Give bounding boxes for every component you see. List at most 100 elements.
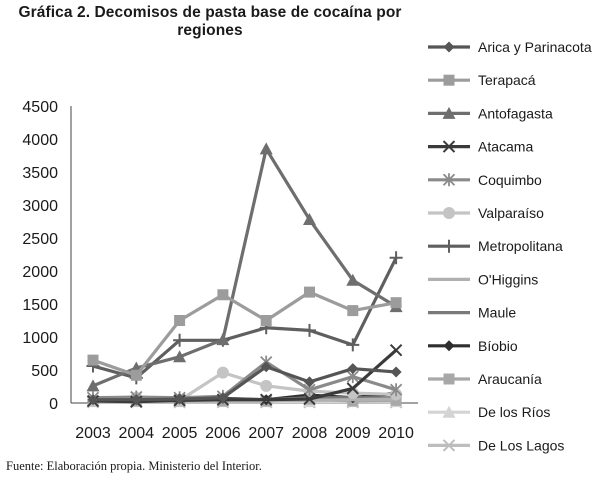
data-point: [346, 338, 360, 352]
data-point: [390, 366, 402, 378]
data-point: [260, 315, 272, 326]
plot-area: 0 500 1000 1500 2000 2500 3000 3500 4000 4500 2003…: [22, 99, 419, 442]
series-line: [92, 147, 397, 388]
y-tick-label: 2500: [22, 231, 58, 248]
legend-label: De los Ríos: [478, 404, 550, 420]
data-point: [216, 333, 230, 346]
legend-marker: [442, 140, 456, 153]
legend-label: Atacama: [478, 139, 533, 155]
x-tick-label: 2008: [292, 425, 328, 442]
legend-marker: [442, 239, 456, 253]
data-point: [303, 323, 316, 337]
legend-item: Antofagasta: [428, 105, 553, 121]
data-point: [260, 361, 272, 373]
data-point: [389, 251, 403, 265]
data-point: [303, 392, 316, 406]
legend-marker: [443, 373, 455, 385]
legend-item: Terapacá: [428, 72, 536, 88]
series-0: [87, 361, 402, 406]
legend-label: Metropolitana: [478, 238, 563, 254]
legend-item: Atacama: [428, 139, 533, 155]
x-tick-label: 2006: [205, 425, 241, 442]
data-point: [347, 305, 359, 317]
legend-label: Terapacá: [478, 72, 536, 88]
legend-item: De Los Lagos: [428, 437, 564, 453]
data-point: [389, 383, 403, 397]
legend-label: Antofagasta: [478, 105, 553, 121]
legend-label: Maule: [478, 305, 516, 321]
legend-label: Araucanía: [478, 371, 542, 387]
legend-label: Bíobio: [478, 338, 518, 354]
x-tick-label: 2005: [162, 425, 198, 442]
y-tick-label: 4500: [22, 99, 58, 116]
data-point: [389, 343, 403, 357]
series-2: [86, 142, 403, 392]
data-point: [174, 315, 186, 326]
x-tick-label: 2007: [248, 425, 284, 442]
y-tick-label: 2000: [22, 264, 58, 281]
legend-item: Metropolitana: [428, 238, 563, 254]
data-point: [216, 366, 229, 379]
legend-marker: [443, 207, 455, 219]
data-point: [346, 273, 360, 286]
series-line: [92, 360, 397, 400]
data-point: [259, 142, 273, 155]
data-point: [347, 363, 359, 375]
data-point: [304, 286, 315, 298]
y-tick-label: 0: [49, 396, 58, 413]
legend-label: Arica y Parinacota: [478, 39, 592, 55]
data-point: [390, 297, 402, 309]
series-line: [93, 365, 397, 402]
data-point: [304, 376, 315, 388]
chart-title: Gráfica 2. Decomisos de pasta base de co…: [18, 4, 402, 39]
y-tick-label: 1000: [22, 330, 58, 347]
source-note: Fuente: Elaboración propia. Ministerio d…: [6, 459, 262, 473]
legend-label: Valparaíso: [478, 205, 544, 221]
data-point: [173, 333, 187, 347]
legend-item: Araucanía: [428, 371, 542, 387]
data-point: [130, 369, 142, 381]
y-tick-label: 3000: [22, 198, 58, 215]
legend-marker: [443, 340, 455, 352]
data-point: [303, 213, 316, 226]
y-tick-label: 3500: [22, 165, 58, 182]
series-1: [87, 286, 402, 381]
data-point: [130, 394, 142, 406]
x-tick-label: 2003: [75, 425, 111, 442]
legend-item: O'Higgins: [428, 271, 538, 287]
series-line: [92, 349, 398, 404]
data-point: [174, 393, 186, 405]
legend: Arica y Parinacota Terapacá Antofagasta Ata…: [428, 39, 592, 453]
legend-marker: [443, 74, 455, 86]
legend-marker: [443, 41, 455, 53]
data-point: [217, 392, 229, 404]
data-point: [259, 393, 273, 406]
series-line: [92, 257, 398, 380]
legend-label: O'Higgins: [478, 271, 538, 287]
legend-label: De Los Lagos: [478, 437, 564, 453]
legend-item: Bíobio: [428, 338, 518, 354]
data-point: [87, 394, 99, 406]
legend-marker: [442, 405, 456, 418]
legend-label: Coquimbo: [478, 172, 542, 188]
data-point: [87, 354, 99, 366]
y-tick-label: 500: [31, 363, 58, 380]
x-tick-label: 2010: [378, 425, 414, 442]
data-point: [173, 350, 187, 363]
legend-marker: [442, 106, 456, 119]
legend-item: Valparaíso: [428, 205, 544, 221]
y-tick-label: 4000: [22, 132, 58, 149]
legend-item: Maule: [428, 305, 516, 321]
data-point: [217, 289, 229, 301]
legend-item: Arica y Parinacota: [428, 39, 592, 55]
legend-item: De los Ríos: [428, 404, 550, 420]
data-point: [260, 379, 273, 392]
y-tick-label: 1500: [22, 297, 58, 314]
legend-marker: [442, 439, 456, 452]
legend-marker: [442, 173, 456, 187]
x-tick-label: 2004: [119, 425, 155, 442]
legend-item: Coquimbo: [428, 172, 542, 188]
data-point: [346, 382, 360, 395]
data-point: [86, 379, 100, 392]
